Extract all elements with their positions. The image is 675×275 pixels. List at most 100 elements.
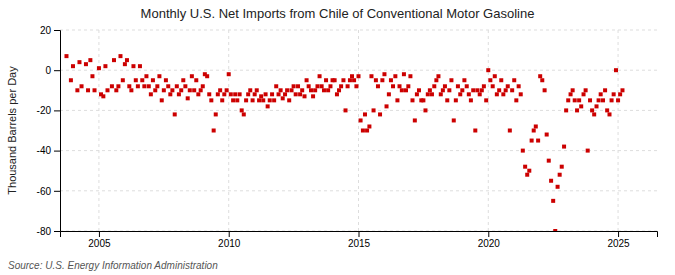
point: [287, 98, 291, 102]
point: [566, 98, 570, 102]
y-tick: -80: [37, 226, 60, 237]
point: [387, 92, 391, 96]
point: [257, 98, 261, 102]
point: [188, 88, 192, 92]
point: [605, 108, 609, 112]
grid-line-y: [60, 150, 657, 151]
point: [517, 84, 521, 88]
point: [506, 84, 510, 88]
point: [225, 88, 229, 92]
point: [251, 98, 255, 102]
point: [209, 98, 213, 102]
point: [279, 88, 283, 92]
point: [315, 84, 319, 88]
point: [612, 92, 616, 96]
point: [240, 108, 244, 112]
point: [283, 92, 287, 96]
point: [212, 129, 216, 133]
point: [199, 88, 203, 92]
point: [69, 78, 73, 82]
point: [607, 112, 611, 116]
point: [201, 84, 205, 88]
point: [560, 165, 564, 169]
point: [545, 133, 549, 137]
title: Monthly U.S. Net Imports from Chile of C…: [141, 6, 535, 21]
point: [173, 112, 177, 116]
y-tick-mark: [54, 191, 60, 192]
point: [268, 98, 272, 102]
point: [313, 88, 317, 92]
point: [77, 60, 81, 64]
point: [501, 92, 505, 96]
point: [471, 88, 475, 92]
point: [177, 92, 181, 96]
point: [616, 98, 620, 102]
point: [125, 58, 129, 62]
y-axis: -80-60-40-20020: [37, 25, 61, 237]
point: [475, 88, 479, 92]
point: [164, 78, 168, 82]
point: [380, 78, 384, 82]
point: [512, 78, 516, 82]
point: [408, 74, 412, 78]
point: [445, 98, 449, 102]
point: [584, 88, 588, 92]
point: [175, 84, 179, 88]
point: [266, 104, 270, 108]
point: [255, 88, 259, 92]
x-tick-label: 2025: [607, 238, 630, 249]
point: [333, 78, 337, 82]
point: [571, 88, 575, 92]
point: [361, 129, 365, 133]
point: [488, 78, 492, 82]
y-tick: -40: [37, 145, 60, 156]
point: [121, 78, 125, 82]
point: [586, 149, 590, 153]
point: [157, 74, 161, 78]
point: [192, 88, 196, 92]
point: [346, 84, 350, 88]
grid-line-y: [60, 190, 657, 191]
point: [582, 92, 586, 96]
point: [575, 108, 579, 112]
point: [469, 98, 473, 102]
point: [244, 98, 248, 102]
point: [335, 92, 339, 96]
point: [363, 112, 367, 116]
y-tick: 0: [45, 65, 60, 76]
point: [300, 88, 304, 92]
point: [194, 78, 198, 82]
point: [428, 88, 432, 92]
point: [577, 98, 581, 102]
point: [86, 88, 90, 92]
point: [348, 78, 352, 82]
point: [138, 64, 142, 68]
point: [359, 118, 363, 122]
point: [166, 84, 170, 88]
point: [378, 112, 382, 116]
x-tick: 2005: [88, 231, 111, 249]
point: [114, 88, 118, 92]
y-tick-label: -60: [37, 186, 52, 197]
point: [376, 84, 380, 88]
point: [456, 84, 460, 88]
point: [90, 74, 94, 78]
point: [385, 104, 389, 108]
point: [218, 88, 222, 92]
point: [610, 98, 614, 102]
point: [248, 88, 252, 92]
point: [357, 74, 361, 78]
point: [134, 78, 138, 82]
point: [214, 112, 218, 116]
point: [398, 84, 402, 88]
point: [549, 179, 553, 183]
point: [592, 112, 596, 116]
point: [151, 78, 155, 82]
point: [447, 88, 451, 92]
point: [220, 98, 224, 102]
point: [339, 84, 343, 88]
point: [439, 92, 443, 96]
point: [499, 78, 503, 82]
point: [573, 98, 577, 102]
point: [181, 78, 185, 82]
